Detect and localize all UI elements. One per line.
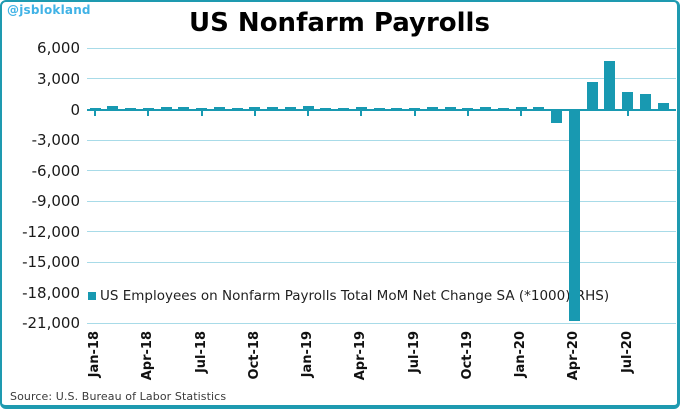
x-axis-tick [466, 110, 469, 116]
bar-Jun-19 [391, 107, 403, 110]
gridline [87, 322, 676, 324]
x-axis-tick [147, 110, 150, 116]
bar-Jul-18 [196, 107, 207, 110]
bar-Feb-19 [320, 108, 332, 110]
gridline [87, 78, 676, 80]
bar-Sep-20 [657, 102, 669, 110]
y-axis-tick-label: 0 [70, 100, 80, 119]
bar-Jun-18 [178, 107, 190, 110]
x-axis-tick [360, 110, 363, 116]
x-axis-tick [626, 110, 629, 116]
x-axis-tick-label: Oct-19 [459, 331, 475, 380]
x-axis-tick [307, 110, 309, 116]
gridline [87, 170, 676, 172]
x-axis-tick-label: Oct-18 [246, 331, 262, 380]
bar-Jan-19 [302, 106, 314, 110]
y-axis-tick-label: -21,000 [22, 314, 80, 333]
gridline [87, 139, 676, 141]
bar-Jul-19 [409, 107, 420, 110]
bar-Sep-19 [444, 107, 456, 110]
bar-Apr-19 [355, 107, 367, 110]
y-axis-tick-label: -9,000 [31, 192, 80, 211]
bar-Mar-20 [551, 109, 562, 124]
x-axis-line [87, 108, 676, 111]
gridline [87, 231, 676, 233]
x-axis-tick-label: Jan-18 [87, 331, 102, 378]
bar-Aug-19 [426, 107, 438, 110]
source-note: Source: U.S. Bureau of Labor Statistics [10, 390, 227, 403]
bar-Oct-19 [462, 107, 474, 110]
bar-Jul-20 [622, 91, 633, 110]
legend-swatch-icon [88, 291, 96, 300]
x-axis-tick-label: Jul-18 [193, 331, 209, 374]
bar-Mar-19 [338, 107, 349, 110]
bar-Feb-18 [107, 106, 119, 110]
x-axis-tick-label: Jan-19 [300, 331, 315, 378]
bar-Nov-18 [267, 107, 278, 110]
bar-May-19 [373, 108, 385, 110]
x-axis-tick-label: Jan-20 [513, 331, 528, 378]
y-axis-tick-label: 6,000 [37, 39, 80, 58]
gridline [87, 200, 676, 202]
chart-title: US Nonfarm Payrolls [189, 8, 490, 38]
x-axis-tick [94, 110, 96, 116]
plot-area: 6,000 3,000 0 -3,000 -6,000 -9,000 -12,000 -15,… [2, 2, 677, 405]
bar-Dec-19 [497, 107, 509, 110]
x-axis-tick [200, 110, 203, 116]
x-axis-tick-label: Jul-19 [406, 331, 422, 374]
bar-Nov-19 [480, 106, 491, 110]
bar-Feb-20 [533, 106, 545, 110]
bar-Apr-18 [142, 107, 154, 110]
bar-Mar-18 [125, 107, 136, 110]
x-axis-tick [520, 110, 522, 116]
bar-Aug-20 [639, 94, 651, 110]
y-axis-tick-label: -3,000 [31, 131, 80, 150]
y-axis-tick-label: 3,000 [37, 69, 80, 88]
y-axis-tick-label: -18,000 [22, 283, 80, 302]
x-axis-tick-label: Apr-19 [353, 331, 369, 381]
x-axis-tick [413, 110, 416, 116]
bar-Jun-20 [604, 60, 616, 110]
bar-Oct-18 [249, 106, 261, 110]
legend: US Employees on Nonfarm Payrolls Total M… [87, 287, 676, 304]
y-axis-tick-label: -15,000 [22, 253, 80, 272]
x-axis-tick [253, 110, 256, 116]
bar-Apr-20 [568, 109, 580, 322]
x-axis-tick-label: Jul-20 [619, 331, 635, 374]
bar-Sep-18 [231, 108, 243, 110]
gridline [87, 47, 676, 49]
x-axis-tick-label: Apr-18 [140, 331, 156, 381]
legend-label: US Employees on Nonfarm Payrolls Total M… [100, 287, 610, 304]
bar-Dec-18 [284, 107, 296, 110]
bar-Aug-18 [213, 106, 225, 110]
bar-Jan-20 [515, 107, 527, 110]
watermark: @jsblokland [7, 3, 94, 18]
y-axis-tick-label: -12,000 [22, 222, 80, 241]
gridline [87, 261, 676, 263]
bar-May-20 [586, 81, 598, 110]
bar-Jan-18 [89, 107, 101, 110]
x-axis-tick-label: Apr-20 [566, 331, 582, 381]
y-axis-tick-label: -6,000 [31, 161, 80, 180]
bar-May-18 [160, 106, 172, 110]
